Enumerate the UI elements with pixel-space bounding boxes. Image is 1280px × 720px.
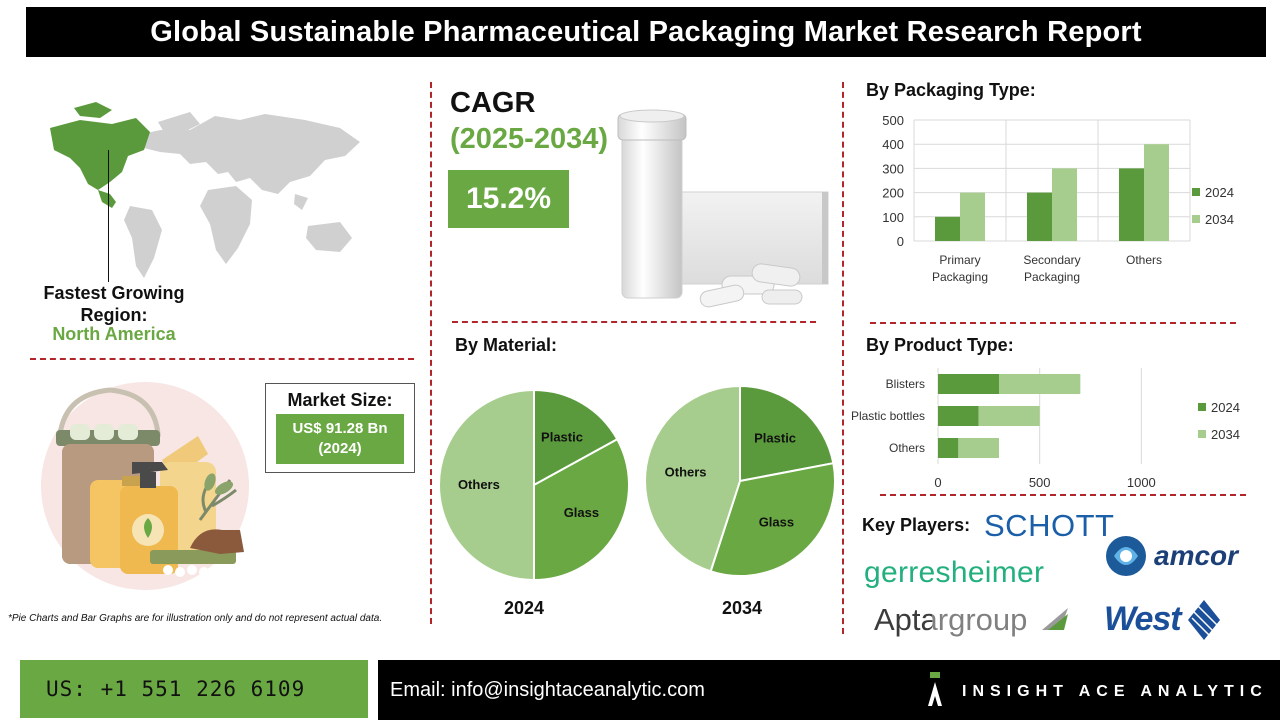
divider-product	[880, 494, 1246, 496]
pack-bar-2-2024	[1119, 168, 1144, 241]
prod-ylabel-1: Plastic bottles	[851, 409, 925, 423]
pack-ytick-2: 200	[882, 186, 904, 201]
pack-bar-1-2034	[1052, 168, 1077, 241]
cagr-label: CAGR	[450, 87, 536, 119]
pill-bottle-illustration	[617, 109, 829, 308]
prod-bar-2-2034	[958, 438, 999, 458]
pack-legend-label-2024: 2024	[1205, 185, 1234, 200]
cagr-value-box: 15.2%	[448, 170, 569, 228]
key-players-label: Key Players:	[862, 515, 971, 535]
pie-2024-slice-others	[438, 388, 535, 582]
prod-bar-0-2034	[999, 374, 1081, 394]
divider-right	[842, 82, 844, 634]
pie-2024-label-others: Others	[458, 477, 500, 492]
footer-email[interactable]: Email: info@insightaceanalytic.com	[390, 679, 705, 701]
packaging-title: By Packaging Type:	[866, 80, 1036, 100]
region-label: Fastest Growing Region:	[30, 282, 198, 326]
aptargroup-leaf-icon	[1042, 608, 1068, 630]
pie-2034-label-glass: Glass	[759, 514, 794, 529]
divider-cagr	[452, 321, 816, 323]
pack-xlabel-1-1: Packaging	[1024, 270, 1080, 284]
pack-bar-0-2024	[935, 216, 960, 241]
pie-2034-label-plastic: Plastic	[754, 431, 796, 446]
footer-brand: INSIGHT ACE ANALYTIC	[962, 683, 1268, 700]
packaging-bar-chart: 0 100 200 300 400 500 Primary Packaging Secondar…	[882, 113, 1234, 284]
pie-2024-slice-plastic	[533, 388, 619, 487]
footer-bar: Email: info@insightaceanalytic.com INSIG…	[378, 660, 1280, 720]
pack-bar-0-2034	[960, 192, 985, 241]
west-diamond-icon	[1188, 600, 1220, 640]
pie-2024-label-plastic: Plastic	[541, 430, 583, 445]
pack-legend-label-2034: 2034	[1205, 212, 1234, 227]
prod-bar-1-2034	[978, 406, 1040, 426]
product-bar-chart: 0 500 1000 Blisters Plastic bottles Others 202…	[851, 368, 1240, 490]
logo-aptargroup: Aptargroup	[874, 602, 1027, 638]
pie-2034-label-others: Others	[665, 464, 707, 479]
pack-xlabel-2-0: Others	[1126, 253, 1162, 267]
logo-amcor: amcor	[1154, 540, 1239, 571]
world-map-illustration	[50, 102, 360, 278]
prod-bar-0-2024	[938, 374, 999, 394]
region-value: North America	[52, 324, 176, 344]
logo-west: West	[1104, 600, 1182, 638]
market-size-value: US$ 91.28 Bn	[292, 420, 388, 437]
prod-ylabel-0: Blisters	[886, 377, 925, 391]
pie-year-2024: 2024	[503, 598, 545, 618]
pack-xlabel-0-1: Packaging	[932, 270, 988, 284]
prod-xtick-1: 500	[1029, 475, 1051, 490]
page-title: Global Sustainable Pharmaceutical Packag…	[26, 7, 1266, 57]
prod-ylabel-2: Others	[889, 441, 925, 455]
pack-bar-2-2034	[1144, 144, 1169, 241]
prod-legend-swatch-2024	[1198, 403, 1206, 411]
prod-legend-label-2024: 2024	[1211, 400, 1240, 415]
pie-2024-label-glass: Glass	[564, 505, 599, 520]
logo-aptargroup-text: Aptargroup	[874, 602, 1028, 637]
pie-year-2034: 2034	[721, 598, 763, 618]
prod-bar-2-2024	[938, 438, 959, 458]
pack-ytick-0: 0	[897, 234, 904, 249]
prod-xtick-2: 1000	[1127, 475, 1156, 490]
region-label-line1: Fastest Growing	[43, 283, 185, 303]
pack-xlabel-1-0: Secondary	[1023, 253, 1080, 267]
pack-legend-swatch-2034	[1192, 215, 1200, 223]
region-pointer-line	[108, 150, 109, 282]
region-label-line2: Region:	[80, 305, 148, 325]
pie-2034-slice-glass	[709, 462, 836, 577]
pack-xlabel-0-0: Primary	[939, 253, 980, 267]
cleaning-products-illustration	[41, 382, 249, 590]
pack-ytick-5: 500	[882, 113, 904, 128]
divider-left	[430, 82, 432, 624]
pie-2034-slice-plastic	[739, 384, 835, 483]
pie-chart-2034: Plastic Glass Others	[644, 384, 836, 577]
pack-legend-swatch-2024	[1192, 188, 1200, 196]
product-title: By Product Type:	[866, 335, 1014, 355]
pie-2024-slice-glass	[533, 437, 631, 582]
brand-logo-icon	[928, 672, 942, 706]
pack-bar-1-2024	[1027, 192, 1052, 241]
market-size-year: (2024)	[318, 440, 362, 457]
pack-ytick-4: 400	[882, 137, 904, 152]
prod-xtick-0: 0	[934, 475, 941, 490]
pie-2034-slice-others	[644, 384, 741, 573]
prod-legend-swatch-2034	[1198, 430, 1206, 438]
logo-schott: SCHOTT	[984, 508, 1115, 543]
pack-ytick-1: 100	[882, 210, 904, 225]
divider-region	[30, 358, 414, 360]
market-size-label: Market Size:	[287, 390, 393, 410]
prod-bar-1-2024	[938, 406, 979, 426]
material-title: By Material:	[455, 335, 558, 355]
pack-ytick-3: 300	[882, 161, 904, 176]
divider-packaging	[870, 322, 1236, 324]
logo-gerresheimer: gerresheimer	[864, 556, 1045, 589]
disclaimer-note: *Pie Charts and Bar Graphs are for illus…	[8, 613, 383, 624]
cagr-period: (2025-2034)	[450, 123, 608, 155]
market-size-box: US$ 91.28 Bn (2024)	[276, 414, 404, 464]
footer-phone[interactable]: US: +1 551 226 6109	[20, 660, 368, 718]
amcor-icon	[1106, 536, 1146, 576]
pie-chart-2024: Plastic Glass Others	[438, 388, 631, 582]
prod-legend-label-2034: 2034	[1211, 427, 1240, 442]
